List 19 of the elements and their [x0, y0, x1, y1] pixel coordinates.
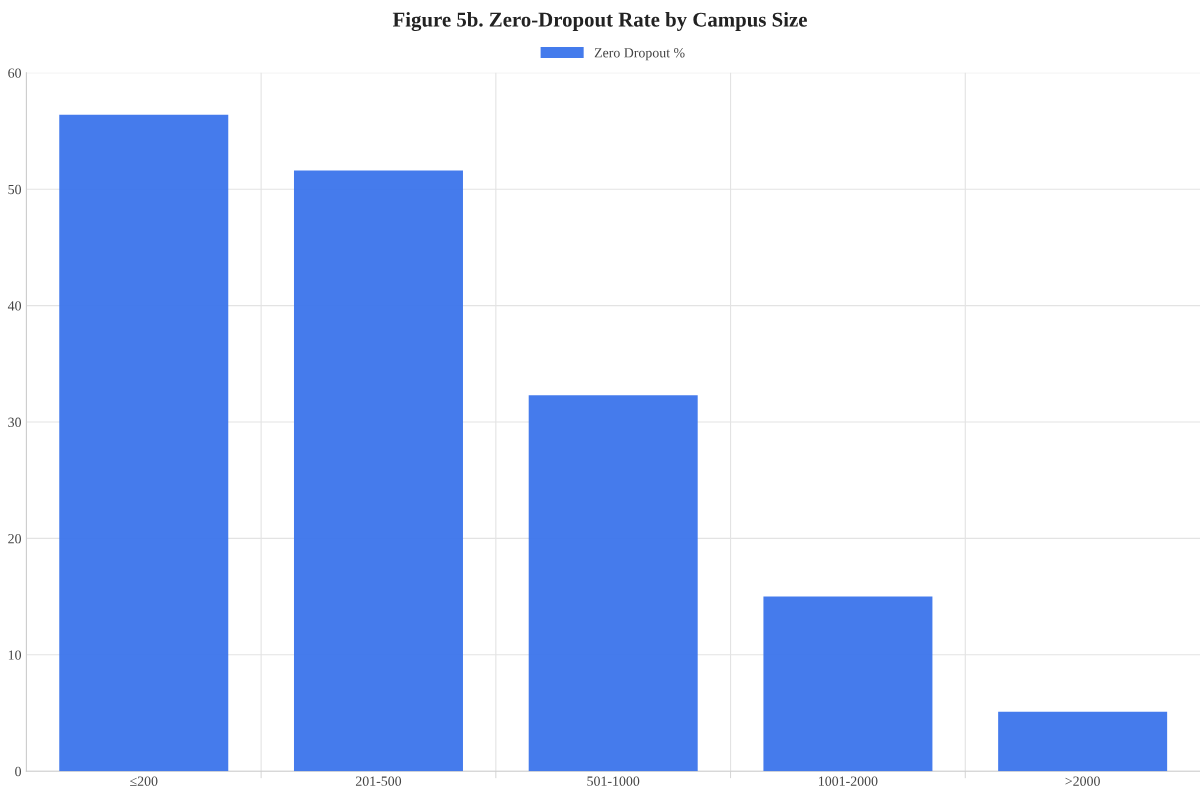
- y-tick-label: 60: [8, 68, 22, 78]
- x-tick-label: 501-1000: [587, 776, 640, 786]
- y-tick-label: 10: [8, 650, 22, 660]
- bar: [528, 395, 698, 772]
- y-tick-label: 20: [8, 533, 22, 544]
- bar: [293, 170, 463, 772]
- y-tick-label: 0: [15, 766, 22, 777]
- x-tick-label: 201-500: [355, 776, 402, 786]
- y-tick-label: 50: [8, 184, 22, 195]
- x-tick-label: >2000: [1065, 776, 1100, 786]
- chart-title: Figure 5b. Zero-Dropout Rate by Campus Size: [392, 12, 807, 32]
- bar: [998, 711, 1168, 772]
- bar: [763, 596, 933, 772]
- legend-label: Zero Dropout %: [594, 48, 685, 61]
- y-tick-label: 30: [8, 417, 22, 427]
- y-tick-label: 40: [7, 301, 22, 311]
- bar: [59, 114, 229, 772]
- x-tick-label: ≤200: [130, 776, 158, 786]
- x-tick-label: 1001-2000: [819, 776, 878, 786]
